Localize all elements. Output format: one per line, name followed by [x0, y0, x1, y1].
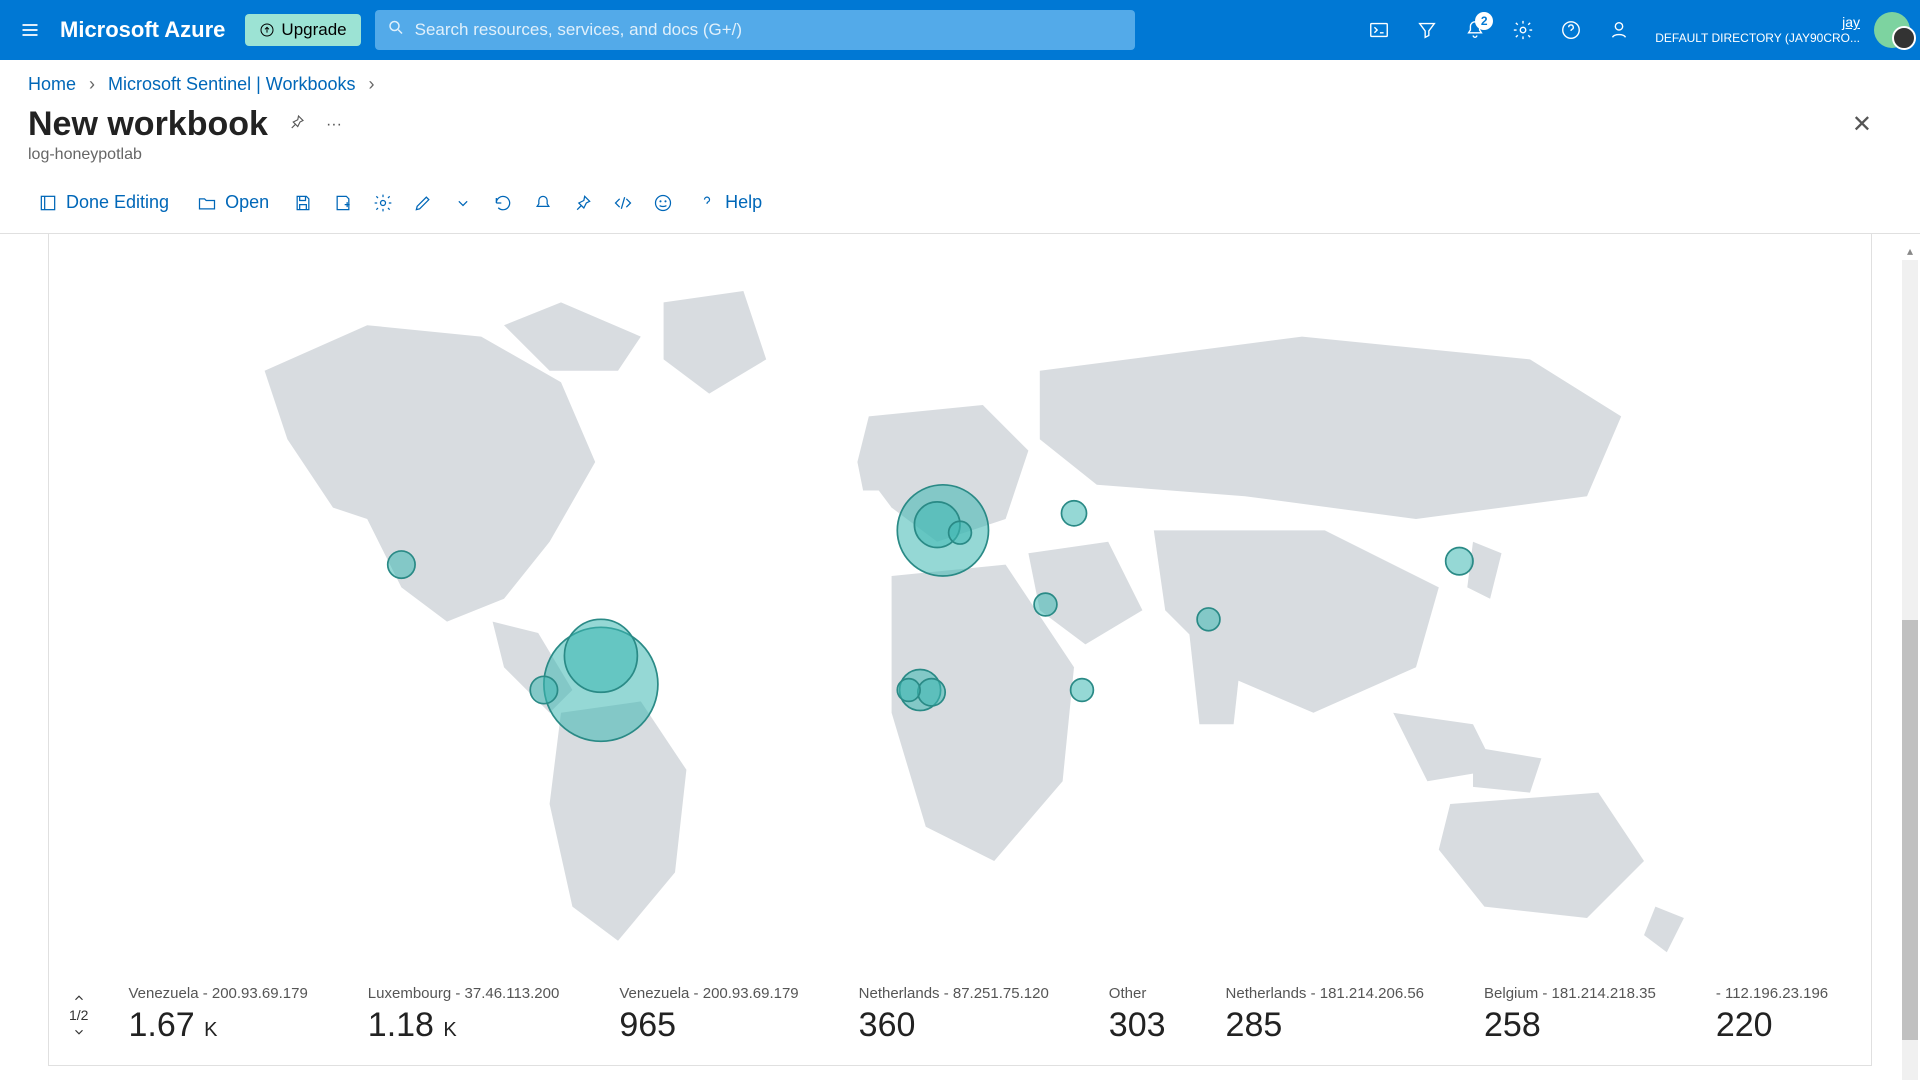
map-bubble[interactable]	[1061, 501, 1086, 526]
hamburger-menu-icon[interactable]	[10, 10, 50, 50]
legend-item-label: - 112.196.23.196	[1716, 985, 1828, 1002]
pin-icon[interactable]	[288, 113, 306, 136]
save-icon[interactable]	[287, 187, 319, 219]
world-map[interactable]	[49, 234, 1871, 975]
legend-item[interactable]: Venezuela - 200.93.69.179 1.67 K	[128, 985, 307, 1045]
alert-icon[interactable]	[527, 187, 559, 219]
avatar[interactable]	[1874, 12, 1910, 48]
legend-items: Venezuela - 200.93.69.179 1.67 K Luxembour…	[128, 985, 1851, 1045]
gear-icon[interactable]	[367, 187, 399, 219]
refresh-icon[interactable]	[487, 187, 519, 219]
page-indicator: 1/2	[69, 1007, 88, 1023]
search-input[interactable]	[375, 10, 1135, 50]
folder-open-icon	[197, 193, 217, 213]
map-bubble[interactable]	[1446, 548, 1473, 575]
azure-topbar: Microsoft Azure Upgrade 2 jay DEFAULT DI…	[0, 0, 1920, 60]
breadcrumb-workbooks[interactable]: Microsoft Sentinel | Workbooks	[108, 74, 355, 94]
breadcrumb-home[interactable]: Home	[28, 74, 76, 94]
done-editing-button[interactable]: Done Editing	[28, 186, 179, 219]
user-block[interactable]: jay DEFAULT DIRECTORY (JAY90CRO...	[1645, 14, 1870, 45]
legend-item[interactable]: Netherlands - 181.214.206.56 285	[1226, 985, 1424, 1045]
legend-item-value: 360	[859, 1006, 1049, 1045]
map-panel: 1/2 Venezuela - 200.93.69.179 1.67 K Luxem…	[48, 234, 1872, 1066]
more-icon[interactable]: ···	[326, 116, 342, 134]
brand-label[interactable]: Microsoft Azure	[60, 17, 225, 43]
search-wrap	[375, 10, 1135, 50]
legend-item-value: 1.18 K	[368, 1006, 560, 1045]
map-bubble[interactable]	[1034, 593, 1057, 616]
legend-item[interactable]: Venezuela - 200.93.69.179 965	[619, 985, 798, 1045]
top-icons: 2 jay DEFAULT DIRECTORY (JAY90CRO...	[1357, 8, 1910, 52]
filter-icon[interactable]	[1405, 8, 1449, 52]
legend-item-value: 220	[1716, 1006, 1828, 1045]
question-icon	[697, 193, 717, 213]
legend-item-label: Venezuela - 200.93.69.179	[619, 985, 798, 1002]
smiley-icon[interactable]	[647, 187, 679, 219]
upgrade-label: Upgrade	[281, 20, 346, 40]
legend-item-label: Netherlands - 181.214.206.56	[1226, 985, 1424, 1002]
chevron-right-icon: ›	[89, 74, 95, 94]
map-bubble[interactable]	[918, 679, 945, 706]
close-icon[interactable]: ✕	[1852, 110, 1892, 139]
map-bubble[interactable]	[1071, 679, 1094, 702]
workbook-content: 1/2 Venezuela - 200.93.69.179 1.67 K Luxem…	[0, 234, 1920, 1066]
notification-badge: 2	[1475, 12, 1493, 30]
legend-pager: 1/2	[69, 985, 88, 1039]
legend-item-label: Venezuela - 200.93.69.179	[128, 985, 307, 1002]
legend-item-value: 965	[619, 1006, 798, 1045]
legend-item[interactable]: Belgium - 181.214.218.35 258	[1484, 985, 1656, 1045]
notifications-icon[interactable]: 2	[1453, 8, 1497, 52]
scroll-up-arrow[interactable]: ▴	[1902, 244, 1918, 260]
page-title: New workbook	[28, 105, 268, 144]
legend-item-value: 303	[1109, 1006, 1166, 1045]
legend-item[interactable]: Netherlands - 87.251.75.120 360	[859, 985, 1049, 1045]
breadcrumb: Home › Microsoft Sentinel | Workbooks ›	[0, 60, 1920, 101]
scrollbar-thumb[interactable]	[1902, 620, 1918, 1040]
world-landmass	[265, 291, 1684, 952]
help-label: Help	[725, 192, 762, 213]
upgrade-icon	[259, 22, 275, 38]
chevron-right-icon: ›	[369, 74, 375, 94]
map-bubble[interactable]	[388, 551, 415, 578]
help-icon[interactable]	[1549, 8, 1593, 52]
legend-item-label: Other	[1109, 985, 1166, 1002]
legend-item-label: Luxembourg - 37.46.113.200	[368, 985, 560, 1002]
chevron-down-icon[interactable]	[447, 187, 479, 219]
pin-toolbar-icon[interactable]	[567, 187, 599, 219]
upgrade-button[interactable]: Upgrade	[245, 14, 360, 46]
map-bubble[interactable]	[1197, 608, 1220, 631]
open-label: Open	[225, 192, 269, 213]
open-button[interactable]: Open	[187, 186, 279, 219]
save-as-icon[interactable]	[327, 187, 359, 219]
legend-item-value: 1.67 K	[128, 1006, 307, 1045]
map-bubble[interactable]	[949, 521, 972, 544]
legend-item[interactable]: Luxembourg - 37.46.113.200 1.18 K	[368, 985, 560, 1045]
cloudshell-icon[interactable]	[1357, 8, 1401, 52]
legend-item[interactable]: Other 303	[1109, 985, 1166, 1045]
workbook-toolbar: Done Editing Open Help	[0, 178, 1920, 234]
settings-icon[interactable]	[1501, 8, 1545, 52]
edit-icon[interactable]	[407, 187, 439, 219]
feedback-icon[interactable]	[1597, 8, 1641, 52]
legend-item[interactable]: - 112.196.23.196 220	[1716, 985, 1828, 1045]
done-editing-label: Done Editing	[66, 192, 169, 213]
title-row: New workbook ··· ✕	[0, 101, 1920, 146]
page-up-icon[interactable]	[72, 991, 86, 1005]
directory-label: DEFAULT DIRECTORY (JAY90CRO...	[1655, 31, 1860, 45]
help-button[interactable]: Help	[687, 186, 772, 219]
done-editing-icon	[38, 193, 58, 213]
search-icon	[387, 19, 405, 42]
map-bubble[interactable]	[897, 679, 920, 702]
page-subtitle: log-honeypotlab	[0, 146, 1920, 178]
page-down-icon[interactable]	[72, 1025, 86, 1039]
user-name: jay	[1655, 14, 1860, 31]
code-icon[interactable]	[607, 187, 639, 219]
legend-item-value: 258	[1484, 1006, 1656, 1045]
legend-item-label: Netherlands - 87.251.75.120	[859, 985, 1049, 1002]
map-legend: 1/2 Venezuela - 200.93.69.179 1.67 K Luxem…	[49, 975, 1871, 1065]
map-bubble[interactable]	[564, 619, 637, 692]
map-bubble[interactable]	[530, 676, 557, 703]
legend-item-value: 285	[1226, 1006, 1424, 1045]
legend-item-label: Belgium - 181.214.218.35	[1484, 985, 1656, 1002]
